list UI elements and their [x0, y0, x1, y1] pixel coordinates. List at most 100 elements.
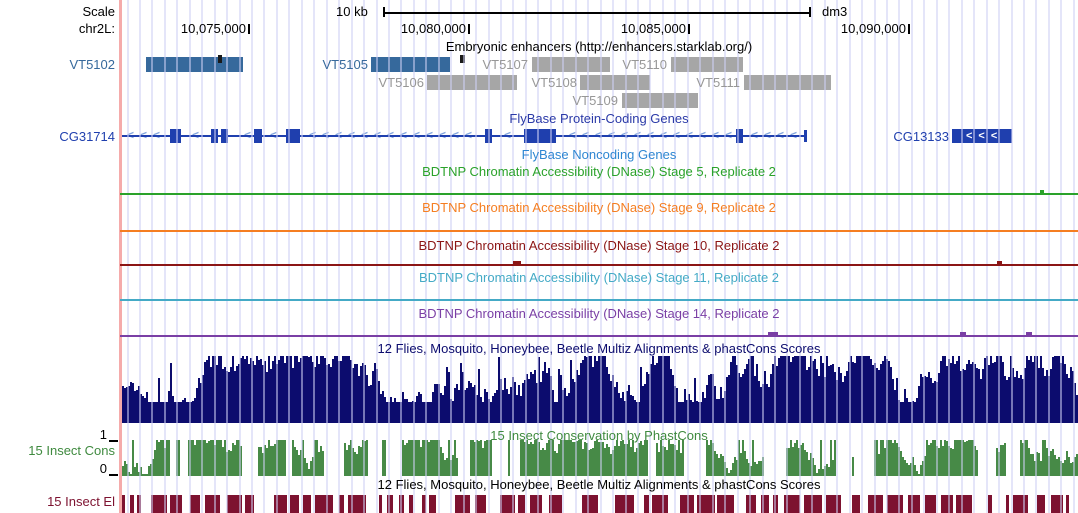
- conservation-bar: [710, 440, 712, 476]
- track-title-stage5[interactable]: BDTNP Chromatin Accessibility (DNase) St…: [422, 164, 776, 179]
- gene-exon[interactable]: [736, 129, 743, 143]
- multiz-bar: [544, 362, 546, 423]
- track-title-stage11[interactable]: BDTNP Chromatin Accessibility (DNase) St…: [418, 270, 780, 285]
- multiz-bar: [764, 371, 766, 423]
- gene-exon[interactable]: [254, 129, 262, 143]
- multiz-bar: [964, 370, 966, 423]
- conservation-bar: [1052, 449, 1054, 476]
- enhancer-label-vt5107[interactable]: VT5107: [482, 57, 528, 72]
- multiz-track-title[interactable]: 12 Flies, Mosquito, Honeybee, Beetle Mul…: [377, 341, 821, 356]
- multiz-bar: [150, 402, 152, 423]
- track-signal-bump-stage10: [997, 261, 1002, 265]
- track-baseline-stage5[interactable]: [120, 193, 1078, 195]
- gene-label-cg13133[interactable]: CG13133: [893, 129, 949, 144]
- conservation-bar: [158, 442, 160, 476]
- track-baseline-stage9[interactable]: [120, 230, 1078, 232]
- conservation-bar: [122, 466, 124, 476]
- conservation-bar: [482, 448, 484, 476]
- multiz-bar: [556, 402, 558, 423]
- multiz-bar: [458, 390, 460, 423]
- multiz-bar: [168, 391, 170, 423]
- multiz-bar: [758, 381, 760, 423]
- enhancer-block-vt5102[interactable]: [146, 57, 243, 72]
- multiz-bar: [590, 356, 592, 423]
- enhancer-block-vt5106[interactable]: [427, 75, 517, 90]
- multiz-bar: [1024, 368, 1026, 423]
- gridline: [960, 0, 963, 513]
- conservation-bar: [718, 458, 720, 476]
- multiz-track-title-2[interactable]: 12 Flies, Mosquito, Honeybee, Beetle Mul…: [377, 477, 821, 492]
- enhancers-track-title[interactable]: Embryonic enhancers (http://enhancers.st…: [445, 39, 753, 54]
- conservation-bar: [1020, 440, 1022, 476]
- track-baseline-stage14[interactable]: [120, 335, 1078, 337]
- enhancer-block-vt5107[interactable]: [532, 57, 610, 72]
- conservation-bar: [1068, 457, 1070, 476]
- track-title-stage14[interactable]: BDTNP Chromatin Accessibility (DNase) St…: [418, 306, 780, 321]
- multiz-bar: [980, 379, 982, 423]
- multiz-bar: [750, 356, 752, 423]
- gridline: [848, 0, 851, 513]
- highlight-line: [119, 0, 122, 513]
- conservation-track-title[interactable]: 15 Insect Conservation by PhastCons: [490, 428, 708, 443]
- multiz-bar: [682, 402, 684, 423]
- coding-genes-track-title[interactable]: FlyBase Protein-Coding Genes: [509, 111, 689, 126]
- multiz-bar: [684, 389, 686, 423]
- multiz-bar: [192, 401, 194, 423]
- enhancer-label-vt5110[interactable]: VT5110: [622, 57, 667, 72]
- conservation-bar: [792, 447, 794, 476]
- gene-exon[interactable]: [524, 129, 556, 143]
- gene-exon[interactable]: [221, 129, 228, 143]
- multiz-bar: [1064, 364, 1066, 423]
- enhancer-block-vt5105[interactable]: [371, 57, 450, 72]
- enhancer-label-vt5106[interactable]: VT5106: [378, 75, 424, 90]
- enhancer-label-vt5111[interactable]: VT5111: [696, 75, 740, 90]
- multiz-bar: [424, 402, 426, 423]
- track-title-stage10[interactable]: BDTNP Chromatin Accessibility (DNase) St…: [418, 238, 780, 253]
- enhancer-block-vt5110[interactable]: [671, 57, 743, 72]
- enhancer-label-vt5109[interactable]: VT5109: [572, 93, 618, 108]
- gene-label-cg31714[interactable]: CG31714: [59, 129, 115, 144]
- conservation-bar: [360, 447, 362, 476]
- multiz-bar: [378, 381, 380, 423]
- multiz-bar: [422, 402, 424, 423]
- enhancer-block-vt5108[interactable]: [580, 75, 650, 90]
- multiz-bar: [1002, 362, 1004, 423]
- element-block: [422, 495, 426, 513]
- element-block: [1005, 495, 1010, 513]
- gene-line-cg31714[interactable]: [120, 135, 804, 137]
- enhancer-label-vt5102[interactable]: VT5102: [69, 57, 115, 72]
- enhancer-block-vt5109[interactable]: [622, 93, 698, 108]
- enhancer-label-vt5105[interactable]: VT5105: [322, 57, 368, 72]
- multiz-bar: [396, 402, 398, 423]
- conservation-bar: [318, 452, 320, 476]
- multiz-bar: [914, 402, 916, 423]
- multiz-bar: [286, 356, 288, 423]
- conservation-bar: [756, 464, 758, 476]
- noncoding-genes-track-title[interactable]: FlyBase Noncoding Genes: [521, 147, 677, 162]
- gridline: [861, 0, 864, 513]
- multiz-bar: [716, 399, 718, 423]
- gridline: [973, 0, 976, 513]
- multiz-bar: [710, 374, 712, 423]
- conservation-axis-bottom-dash: [109, 474, 118, 476]
- enhancer-label-vt5108[interactable]: VT5108: [531, 75, 577, 90]
- conservation-bar: [472, 440, 474, 476]
- gridline: [686, 0, 689, 513]
- gene-exon[interactable]: [170, 129, 181, 143]
- multiz-bar: [496, 390, 498, 423]
- track-title-stage9[interactable]: BDTNP Chromatin Accessibility (DNase) St…: [422, 200, 776, 215]
- conservation-bar: [680, 453, 682, 476]
- conservation-bar: [206, 443, 208, 476]
- multiz-bar: [706, 385, 708, 423]
- conservation-bar: [306, 463, 308, 476]
- multiz-bar: [1062, 356, 1064, 423]
- multiz-bar: [414, 402, 416, 423]
- multiz-bar: [642, 386, 644, 423]
- conservation-bar: [876, 440, 878, 476]
- conservation-bar: [968, 440, 970, 476]
- multiz-bar: [818, 376, 820, 423]
- track-baseline-stage11[interactable]: [120, 299, 1078, 301]
- multiz-bar: [552, 390, 554, 423]
- multiz-bar: [718, 399, 720, 423]
- track-baseline-stage10[interactable]: [120, 264, 1078, 266]
